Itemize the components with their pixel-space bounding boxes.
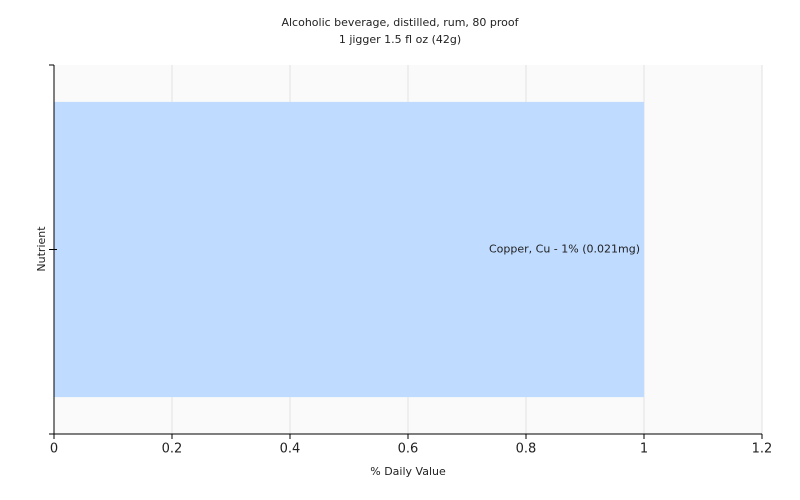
x-tick-label: 1.2 xyxy=(752,442,773,457)
chart-subtitle: 1 jigger 1.5 fl oz (42g) xyxy=(339,33,461,46)
x-axis-label: % Daily Value xyxy=(370,465,446,478)
x-tick-label: 1 xyxy=(640,442,648,457)
x-tick-label: 0.2 xyxy=(162,442,183,457)
plot xyxy=(53,65,763,434)
data-label: Copper, Cu - 1% (0.021mg) xyxy=(489,243,640,256)
x-tick-label: 0 xyxy=(50,442,58,457)
x-tick-label: 0.8 xyxy=(516,442,537,457)
chart-title: Alcoholic beverage, distilled, rum, 80 p… xyxy=(281,16,519,29)
bar xyxy=(54,101,644,398)
y-axis-label: Nutrient xyxy=(35,226,48,272)
x-tick-label: 0.4 xyxy=(280,442,301,457)
x-tick-label: 0.6 xyxy=(398,442,419,457)
